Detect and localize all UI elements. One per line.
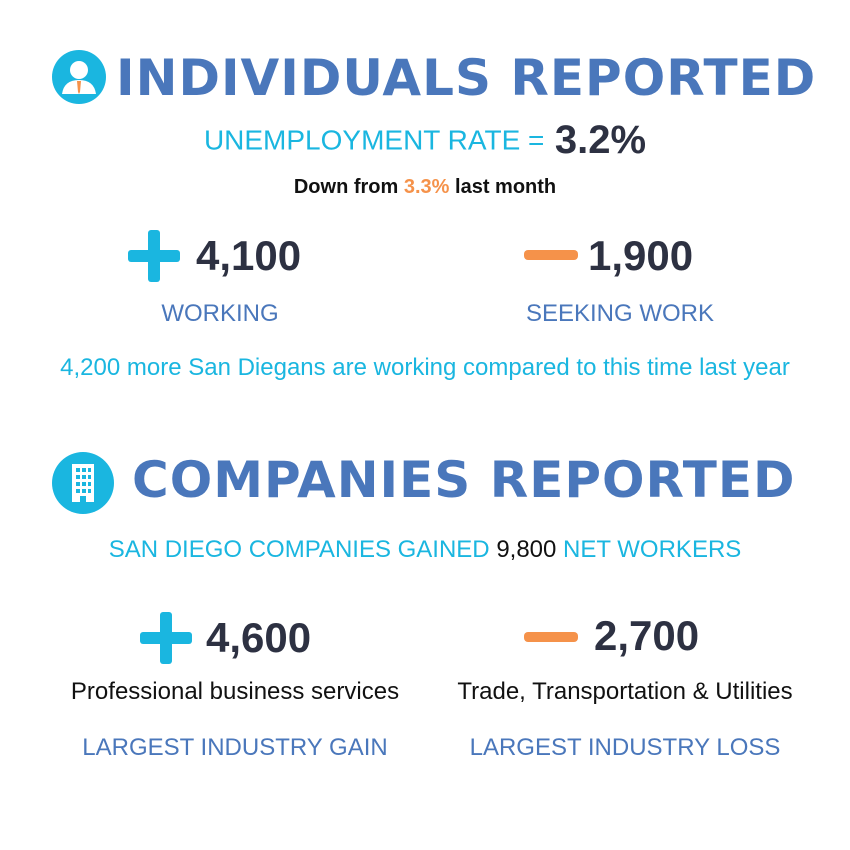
unemployment-rate-label: UNEMPLOYMENT RATE = xyxy=(203,124,545,156)
rate-change-prefix: Down from xyxy=(293,176,399,198)
net-workers-value: 9,800 xyxy=(496,536,557,563)
gain-label: LARGEST INDUSTRY GAIN xyxy=(82,734,388,761)
minus-icon xyxy=(524,632,578,642)
unemployment-rate-row: UNEMPLOYMENT RATE = 3.2% xyxy=(0,118,850,163)
working-value: 4,100 xyxy=(196,232,302,279)
previous-rate-value: 3.3% xyxy=(403,176,450,198)
plus-icon xyxy=(128,230,180,282)
seeking-label: SEEKING WORK xyxy=(525,300,715,327)
building-icon xyxy=(52,452,114,514)
net-workers-prefix: SAN DIEGO COMPANIES GAINED xyxy=(108,536,490,563)
seeking-value: 1,900 xyxy=(588,232,694,279)
working-label: WORKING xyxy=(161,300,279,327)
net-workers-suffix: NET WORKERS xyxy=(563,536,742,563)
gain-value: 4,600 xyxy=(206,614,312,661)
year-comparison-note: 4,200 more San Diegans are working compa… xyxy=(60,354,790,381)
loss-label: LARGEST INDUSTRY LOSS xyxy=(469,734,781,761)
rate-change-note: Down from 3.3% last month xyxy=(0,176,850,199)
loss-value: 2,700 xyxy=(594,612,700,659)
plus-icon xyxy=(140,612,192,664)
companies-heading: COMPANIES REPORTED xyxy=(132,451,796,509)
person-icon xyxy=(52,50,106,104)
minus-icon xyxy=(524,250,578,260)
individuals-heading: INDIVIDUALS REPORTED xyxy=(116,49,817,107)
loss-industry: Trade, Transportation & Utilities xyxy=(457,678,793,705)
gain-industry: Professional business services xyxy=(70,678,400,705)
unemployment-rate-value: 3.2% xyxy=(554,118,647,162)
net-workers-row: SAN DIEGO COMPANIES GAINED 9,800 NET WOR… xyxy=(0,536,850,564)
rate-change-suffix: last month xyxy=(455,176,557,198)
